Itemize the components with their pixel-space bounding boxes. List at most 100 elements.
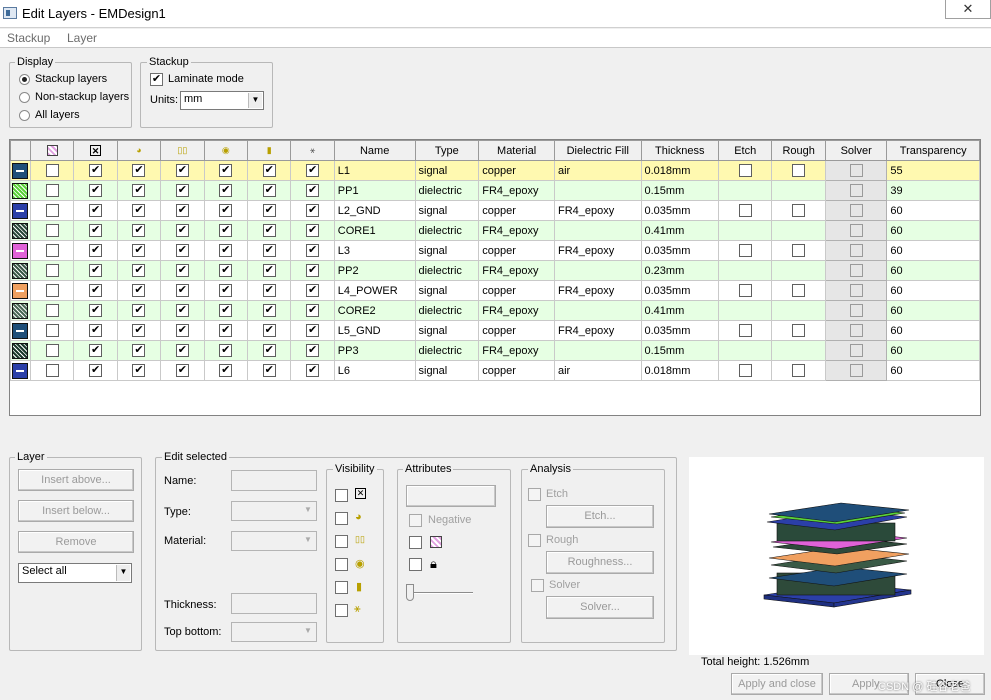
layer-dielectric-fill[interactable] bbox=[553, 300, 642, 321]
units-select[interactable]: mm ▼ bbox=[180, 91, 264, 110]
layer-name[interactable]: CORE2 bbox=[333, 300, 416, 321]
layer-type[interactable]: signal bbox=[414, 280, 480, 301]
layer-material[interactable]: copper bbox=[478, 200, 555, 221]
pattern-checkbox[interactable] bbox=[29, 160, 75, 181]
layer-type[interactable]: signal bbox=[414, 360, 480, 381]
fill-checkbox[interactable]: ✔ bbox=[246, 200, 292, 221]
etch-checkbox[interactable] bbox=[717, 160, 773, 181]
negative-checkbox[interactable] bbox=[409, 514, 422, 527]
pattern-checkbox[interactable] bbox=[409, 536, 422, 549]
layer-color-swatch[interactable] bbox=[10, 160, 31, 181]
header-solver[interactable]: Solver bbox=[824, 140, 888, 161]
layer-row[interactable]: ✔ ✔ ✔ ✔ ✔ ✔ L6 signal copper air 0.018mm 60 bbox=[10, 360, 980, 381]
color-button[interactable] bbox=[406, 485, 496, 507]
radio-all-layers[interactable] bbox=[19, 110, 30, 121]
transparency-slider-track[interactable] bbox=[407, 592, 473, 594]
solver-checkbox[interactable] bbox=[824, 260, 888, 281]
header-etch[interactable]: Etch bbox=[717, 140, 773, 161]
layer-type[interactable]: signal bbox=[414, 160, 480, 181]
fill-checkbox[interactable]: ✔ bbox=[246, 180, 292, 201]
layer-name[interactable]: L5_GND bbox=[333, 320, 416, 341]
layer-type[interactable]: dielectric bbox=[414, 300, 480, 321]
visible-checkbox[interactable]: ✔ bbox=[73, 160, 118, 181]
select-all-dropdown[interactable]: Select all ▼ bbox=[18, 563, 132, 583]
visible-checkbox[interactable]: ✔ bbox=[73, 240, 118, 261]
visible-checkbox[interactable]: ✔ bbox=[73, 260, 118, 281]
header-pattern-icon[interactable] bbox=[29, 140, 75, 161]
pattern-checkbox[interactable] bbox=[29, 300, 75, 321]
header-transparency[interactable]: Transparency bbox=[886, 140, 980, 161]
rough-checkbox[interactable] bbox=[771, 160, 826, 181]
visibility-visible-checkbox[interactable] bbox=[335, 489, 348, 502]
circle-checkbox[interactable]: ✔ bbox=[203, 360, 248, 381]
layer-name[interactable]: PP3 bbox=[333, 340, 416, 361]
radio-stackup-layers[interactable] bbox=[19, 74, 30, 85]
layer-transparency[interactable]: 60 bbox=[886, 360, 980, 381]
pattern-checkbox[interactable] bbox=[29, 200, 75, 221]
mesh-checkbox[interactable]: ✔ bbox=[290, 240, 335, 261]
solver-checkbox[interactable] bbox=[824, 360, 888, 381]
via-checkbox[interactable]: ✔ bbox=[160, 240, 205, 261]
layer-thickness[interactable]: 0.15mm bbox=[640, 340, 719, 361]
type-select[interactable]: ▼ bbox=[231, 501, 317, 521]
layer-type[interactable]: signal bbox=[414, 240, 480, 261]
layer-name[interactable]: PP1 bbox=[333, 180, 416, 201]
rough-checkbox[interactable] bbox=[528, 534, 541, 547]
circle-checkbox[interactable]: ✔ bbox=[203, 340, 248, 361]
circle-checkbox[interactable]: ✔ bbox=[203, 200, 248, 221]
roughness-button[interactable]: Roughness... bbox=[546, 551, 654, 574]
layer-material[interactable]: FR4_epoxy bbox=[478, 300, 555, 321]
layer-color-swatch[interactable] bbox=[10, 280, 31, 301]
layer-color-swatch[interactable] bbox=[10, 360, 31, 381]
layer-color-swatch[interactable] bbox=[10, 220, 31, 241]
solver-checkbox[interactable] bbox=[824, 200, 888, 221]
circle-checkbox[interactable]: ✔ bbox=[203, 320, 248, 341]
fill-checkbox[interactable]: ✔ bbox=[246, 360, 292, 381]
via-checkbox[interactable]: ✔ bbox=[160, 320, 205, 341]
solver-checkbox[interactable] bbox=[824, 240, 888, 261]
layer-transparency[interactable]: 55 bbox=[886, 160, 980, 181]
layer-color-swatch[interactable] bbox=[10, 200, 31, 221]
solver-checkbox[interactable] bbox=[824, 160, 888, 181]
solver-checkbox[interactable] bbox=[531, 579, 544, 592]
etch-checkbox[interactable] bbox=[717, 240, 773, 261]
solver-checkbox[interactable] bbox=[824, 220, 888, 241]
layer-row[interactable]: ✔ ✔ ✔ ✔ ✔ ✔ L3 signal copper FR4_epoxy 0.035mm 60 bbox=[10, 240, 980, 261]
mesh-checkbox[interactable]: ✔ bbox=[290, 160, 335, 181]
visibility-metal-checkbox[interactable] bbox=[335, 512, 348, 525]
layer-dielectric-fill[interactable] bbox=[553, 180, 642, 201]
rough-checkbox[interactable] bbox=[771, 200, 826, 221]
layer-row[interactable]: ✔ ✔ ✔ ✔ ✔ ✔ PP3 dielectric FR4_epoxy 0.15mm 60 bbox=[10, 340, 980, 361]
layer-color-swatch[interactable] bbox=[10, 240, 31, 261]
layer-dielectric-fill[interactable] bbox=[553, 220, 642, 241]
pattern-checkbox[interactable] bbox=[29, 180, 75, 201]
rough-checkbox[interactable] bbox=[771, 320, 826, 341]
mesh-checkbox[interactable]: ✔ bbox=[290, 280, 335, 301]
laminate-mode-checkbox[interactable]: ✔ bbox=[150, 73, 163, 86]
layer-row[interactable]: ✔ ✔ ✔ ✔ ✔ ✔ L4_POWER signal copper FR4_epoxy 0.035… bbox=[10, 280, 980, 301]
metal-checkbox[interactable]: ✔ bbox=[116, 220, 162, 241]
via-checkbox[interactable]: ✔ bbox=[160, 260, 205, 281]
layer-material[interactable]: copper bbox=[478, 360, 555, 381]
via-checkbox[interactable]: ✔ bbox=[160, 300, 205, 321]
via-checkbox[interactable]: ✔ bbox=[160, 220, 205, 241]
layer-thickness[interactable]: 0.018mm bbox=[640, 360, 719, 381]
layer-transparency[interactable]: 60 bbox=[886, 340, 980, 361]
name-field[interactable] bbox=[231, 470, 317, 491]
layer-name[interactable]: L6 bbox=[333, 360, 416, 381]
mesh-checkbox[interactable]: ✔ bbox=[290, 340, 335, 361]
radio-non-stackup-layers[interactable] bbox=[19, 92, 30, 103]
etch-checkbox[interactable] bbox=[717, 200, 773, 221]
via-checkbox[interactable]: ✔ bbox=[160, 340, 205, 361]
fill-checkbox[interactable]: ✔ bbox=[246, 240, 292, 261]
metal-checkbox[interactable]: ✔ bbox=[116, 200, 162, 221]
header-visible-icon[interactable]: ✕ bbox=[73, 140, 118, 161]
metal-checkbox[interactable]: ✔ bbox=[116, 240, 162, 261]
layer-dielectric-fill[interactable]: FR4_epoxy bbox=[553, 240, 642, 261]
layer-dielectric-fill[interactable] bbox=[553, 260, 642, 281]
layer-transparency[interactable]: 60 bbox=[886, 240, 980, 261]
via-checkbox[interactable]: ✔ bbox=[160, 160, 205, 181]
etch-checkbox[interactable] bbox=[528, 488, 541, 501]
pattern-checkbox[interactable] bbox=[29, 320, 75, 341]
layer-row[interactable]: ✔ ✔ ✔ ✔ ✔ ✔ CORE2 dielectric FR4_epoxy 0.41mm 60 bbox=[10, 300, 980, 321]
